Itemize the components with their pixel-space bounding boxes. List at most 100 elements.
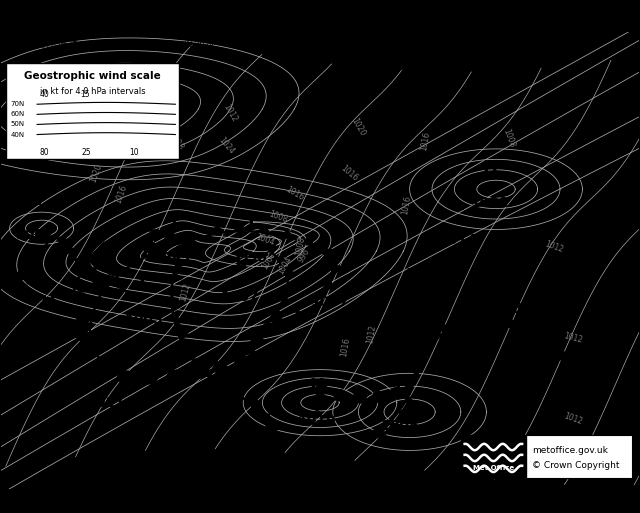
Text: 1029: 1029: [120, 128, 136, 149]
Text: 40N: 40N: [10, 131, 24, 137]
Polygon shape: [539, 340, 550, 348]
Polygon shape: [279, 230, 292, 239]
Polygon shape: [323, 281, 335, 289]
Polygon shape: [178, 331, 188, 340]
Text: L: L: [516, 264, 527, 282]
Polygon shape: [99, 275, 109, 283]
Text: 1012: 1012: [221, 103, 239, 124]
Text: 1020: 1020: [349, 116, 367, 138]
Polygon shape: [239, 355, 251, 365]
Text: 1005: 1005: [381, 419, 419, 433]
Polygon shape: [173, 317, 184, 326]
Polygon shape: [259, 413, 270, 422]
Text: 1014: 1014: [438, 233, 477, 247]
Polygon shape: [276, 257, 287, 265]
Text: 40: 40: [40, 90, 50, 99]
Text: 1012: 1012: [543, 239, 564, 254]
Polygon shape: [271, 314, 283, 323]
Text: L: L: [234, 253, 246, 271]
Text: 1012: 1012: [563, 411, 583, 426]
Text: 80: 80: [40, 148, 50, 157]
Polygon shape: [442, 324, 453, 332]
Text: © Crown Copyright: © Crown Copyright: [532, 461, 620, 470]
Polygon shape: [172, 288, 181, 297]
Text: L: L: [170, 214, 182, 232]
Circle shape: [143, 374, 157, 384]
Polygon shape: [301, 237, 312, 246]
Text: H: H: [482, 159, 497, 177]
Text: 1005: 1005: [125, 313, 163, 327]
Polygon shape: [256, 226, 270, 234]
Circle shape: [107, 265, 121, 275]
Polygon shape: [65, 248, 76, 255]
Polygon shape: [286, 283, 296, 292]
Circle shape: [29, 245, 41, 254]
Polygon shape: [232, 371, 244, 381]
Polygon shape: [216, 419, 228, 429]
Polygon shape: [173, 235, 182, 242]
Polygon shape: [417, 352, 428, 361]
Circle shape: [235, 357, 249, 367]
Polygon shape: [280, 297, 291, 305]
Polygon shape: [285, 269, 294, 279]
FancyBboxPatch shape: [6, 63, 179, 160]
Text: L: L: [394, 382, 406, 400]
Text: Met Office: Met Office: [473, 465, 514, 470]
Text: metoffice.gov.uk: metoffice.gov.uk: [532, 446, 608, 455]
Polygon shape: [503, 320, 514, 328]
Text: L: L: [324, 258, 335, 275]
Text: L: L: [138, 276, 150, 294]
Circle shape: [76, 330, 90, 341]
Polygon shape: [482, 314, 494, 322]
Polygon shape: [554, 352, 565, 360]
Polygon shape: [217, 379, 228, 387]
Polygon shape: [287, 304, 299, 313]
Text: 1024: 1024: [79, 128, 94, 149]
Polygon shape: [132, 229, 142, 236]
Polygon shape: [172, 273, 182, 282]
Text: 1000: 1000: [260, 250, 278, 271]
Text: Geostrophic wind scale: Geostrophic wind scale: [24, 71, 161, 81]
Text: 1016: 1016: [284, 185, 305, 203]
Circle shape: [124, 253, 138, 263]
Circle shape: [190, 368, 204, 379]
Text: 1012: 1012: [563, 331, 583, 345]
Polygon shape: [201, 370, 212, 378]
Polygon shape: [386, 419, 394, 425]
Text: 1002: 1002: [16, 228, 54, 242]
Circle shape: [373, 391, 386, 401]
Polygon shape: [271, 309, 282, 317]
Circle shape: [315, 385, 328, 394]
Polygon shape: [189, 232, 203, 241]
Text: L: L: [247, 214, 259, 232]
Text: 1024: 1024: [216, 135, 236, 156]
Circle shape: [81, 348, 95, 358]
Circle shape: [38, 233, 49, 242]
Polygon shape: [264, 246, 275, 253]
Text: 1007: 1007: [310, 295, 349, 309]
Text: 70N: 70N: [10, 101, 24, 107]
Circle shape: [167, 372, 181, 382]
Circle shape: [77, 284, 89, 292]
Circle shape: [165, 234, 179, 244]
Text: H: H: [405, 267, 420, 285]
Polygon shape: [99, 242, 108, 249]
Circle shape: [17, 271, 29, 280]
Text: 1008: 1008: [268, 209, 289, 224]
Text: 50N: 50N: [10, 122, 24, 127]
Text: 1008: 1008: [294, 236, 307, 257]
Text: 1008: 1008: [501, 128, 516, 149]
Text: 1016: 1016: [419, 131, 432, 151]
Polygon shape: [267, 427, 278, 436]
Polygon shape: [330, 264, 342, 274]
Polygon shape: [192, 359, 204, 367]
Circle shape: [82, 295, 96, 306]
Polygon shape: [56, 237, 66, 244]
Text: Forecast chart (T+24) Valid 18 UTC THU 13 JUN 2024: Forecast chart (T+24) Valid 18 UTC THU 1…: [12, 41, 214, 50]
Text: H: H: [40, 294, 56, 312]
Text: 1016: 1016: [114, 183, 129, 204]
Polygon shape: [234, 224, 248, 231]
Circle shape: [390, 388, 403, 397]
Text: 10: 10: [129, 148, 140, 157]
Polygon shape: [247, 401, 259, 408]
